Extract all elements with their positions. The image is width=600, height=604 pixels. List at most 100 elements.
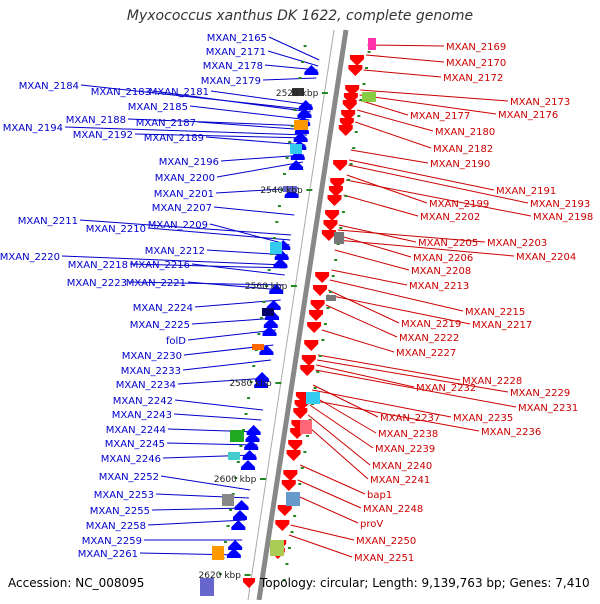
gene-arrow-reverse[interactable] xyxy=(339,118,354,129)
gene-label-left[interactable]: MXAN_2183 xyxy=(91,87,151,98)
gene-label-right[interactable]: MXAN_2228 xyxy=(462,376,522,387)
gene-arrow-forward[interactable] xyxy=(290,150,305,160)
gene-label-left[interactable]: MXAN_2261 xyxy=(78,549,138,560)
gene-label-right[interactable]: MXAN_2219 xyxy=(401,319,461,330)
gene-arrow-forward[interactable] xyxy=(234,500,249,510)
gene-label-left[interactable]: MXAN_2179 xyxy=(201,76,261,87)
gene-arrow-reverse[interactable] xyxy=(330,178,345,189)
gene-label-left[interactable]: MXAN_2253 xyxy=(94,490,154,501)
gene-label-right[interactable]: MXAN_2215 xyxy=(465,307,525,318)
gene-label-right[interactable]: MXAN_2222 xyxy=(399,333,459,344)
gene-label-left[interactable]: MXAN_2243 xyxy=(112,410,172,421)
gene-block[interactable] xyxy=(286,492,300,506)
gene-label-left[interactable]: MXAN_2212 xyxy=(145,246,205,257)
gene-label-right[interactable]: MXAN_2206 xyxy=(413,253,473,264)
gene-arrow-reverse[interactable] xyxy=(345,85,360,96)
gene-block[interactable] xyxy=(362,92,376,102)
gene-label-right[interactable]: MXAN_2231 xyxy=(518,403,578,414)
gene-block[interactable] xyxy=(212,546,224,560)
gene-label-left[interactable]: MXAN_2230 xyxy=(122,351,182,362)
gene-arrow-forward[interactable] xyxy=(226,548,241,558)
gene-label-left[interactable]: MXAN_2192 xyxy=(73,130,133,141)
gene-label-left[interactable]: MXAN_2223 xyxy=(67,278,127,289)
gene-label-right[interactable]: MXAN_2213 xyxy=(409,281,469,292)
gene-arrow-reverse[interactable] xyxy=(343,93,358,104)
gene-label-left[interactable]: folD xyxy=(166,336,186,347)
gene-label-left[interactable]: MXAN_2211 xyxy=(18,216,78,227)
gene-block[interactable] xyxy=(200,578,214,596)
gene-label-left[interactable]: MXAN_2196 xyxy=(159,157,219,168)
gene-label-left[interactable]: MXAN_2200 xyxy=(155,173,215,184)
gene-arrow-reverse[interactable] xyxy=(315,272,330,283)
gene-block[interactable] xyxy=(326,295,336,301)
gene-label-left[interactable]: MXAN_2201 xyxy=(154,189,214,200)
gene-label-right[interactable]: MXAN_2204 xyxy=(516,252,576,263)
gene-arrow-forward[interactable] xyxy=(244,440,259,450)
gene-arrow-forward[interactable] xyxy=(228,540,243,550)
gene-block[interactable] xyxy=(306,392,320,404)
gene-label-right[interactable]: MXAN_2182 xyxy=(433,144,493,155)
gene-arrow-forward[interactable] xyxy=(298,100,313,110)
gene-label-left[interactable]: MXAN_2259 xyxy=(82,536,142,547)
gene-label-left[interactable]: MXAN_2244 xyxy=(106,425,166,436)
gene-arrow-reverse[interactable] xyxy=(275,520,290,531)
gene-label-right[interactable]: MXAN_2199 xyxy=(429,199,489,210)
gene-arrow-reverse[interactable] xyxy=(307,322,322,333)
gene-arrow-reverse[interactable] xyxy=(293,408,308,419)
gene-block[interactable] xyxy=(334,232,344,244)
gene-arrow-forward[interactable] xyxy=(262,326,277,336)
gene-label-right[interactable]: MXAN_2180 xyxy=(435,127,495,138)
gene-arrow-reverse[interactable] xyxy=(321,230,336,241)
gene-label-left[interactable]: MXAN_2178 xyxy=(203,61,263,72)
gene-label-right[interactable]: MXAN_2173 xyxy=(510,97,570,108)
gene-label-left[interactable]: MXAN_2245 xyxy=(105,439,165,450)
gene-label-left[interactable]: MXAN_2234 xyxy=(116,380,176,391)
gene-label-right[interactable]: MXAN_2170 xyxy=(446,58,506,69)
gene-label-left[interactable]: MXAN_2252 xyxy=(99,472,159,483)
gene-label-left[interactable]: MXAN_2221 xyxy=(126,278,186,289)
gene-label-right[interactable]: MXAN_2250 xyxy=(356,536,416,547)
gene-arrow-reverse[interactable] xyxy=(349,55,364,66)
gene-label-left[interactable]: MXAN_2209 xyxy=(148,220,208,231)
gene-block[interactable] xyxy=(294,120,308,130)
gene-label-right[interactable]: MXAN_2217 xyxy=(472,320,532,331)
gene-block[interactable] xyxy=(292,88,304,96)
gene-arrow-reverse[interactable] xyxy=(327,195,342,206)
gene-label-left[interactable]: MXAN_2207 xyxy=(152,203,212,214)
gene-arrow-forward[interactable] xyxy=(242,450,257,460)
gene-arrow-reverse[interactable] xyxy=(286,450,301,461)
gene-label-left[interactable]: MXAN_2171 xyxy=(206,47,266,58)
gene-arrow-forward[interactable] xyxy=(240,460,255,470)
gene-block[interactable] xyxy=(270,242,282,254)
gene-label-right[interactable]: MXAN_2190 xyxy=(430,159,490,170)
gene-label-left[interactable]: MXAN_2185 xyxy=(128,102,188,113)
gene-block[interactable] xyxy=(228,452,240,460)
gene-arrow-forward[interactable] xyxy=(266,300,281,310)
gene-arrow-reverse[interactable] xyxy=(338,125,353,136)
gene-arrow-reverse[interactable] xyxy=(342,100,357,111)
gene-label-left[interactable]: MXAN_2187 xyxy=(136,118,196,129)
gene-arrow-forward[interactable] xyxy=(284,188,299,198)
gene-label-left[interactable]: MXAN_2224 xyxy=(133,303,193,314)
gene-arrow-reverse[interactable] xyxy=(313,285,328,296)
gene-label-left[interactable]: MXAN_2220 xyxy=(0,252,60,263)
gene-arrow-forward[interactable] xyxy=(254,378,269,388)
gene-label-right[interactable]: MXAN_2229 xyxy=(510,388,570,399)
gene-arrow-reverse[interactable] xyxy=(348,65,363,76)
gene-label-right[interactable]: MXAN_2176 xyxy=(498,110,558,121)
gene-label-right[interactable]: MXAN_2208 xyxy=(411,266,471,277)
gene-arrow-forward[interactable] xyxy=(245,432,260,442)
gene-arrow-reverse[interactable] xyxy=(310,300,325,311)
gene-arrow-reverse[interactable] xyxy=(288,440,303,451)
gene-arrow-reverse[interactable] xyxy=(325,210,340,221)
gene-label-left[interactable]: MXAN_2246 xyxy=(101,454,161,465)
gene-arrow-forward[interactable] xyxy=(269,284,284,294)
gene-label-right[interactable]: MXAN_2202 xyxy=(420,212,480,223)
gene-label-right[interactable]: MXAN_2241 xyxy=(370,475,430,486)
gene-label-right[interactable]: MXAN_2239 xyxy=(375,444,435,455)
gene-label-left[interactable]: MXAN_2184 xyxy=(19,81,79,92)
gene-arrow-reverse[interactable] xyxy=(283,470,298,481)
gene-arrow-reverse[interactable] xyxy=(304,340,319,351)
gene-label-right[interactable]: MXAN_2235 xyxy=(453,413,513,424)
gene-label-right[interactable]: MXAN_2238 xyxy=(378,429,438,440)
